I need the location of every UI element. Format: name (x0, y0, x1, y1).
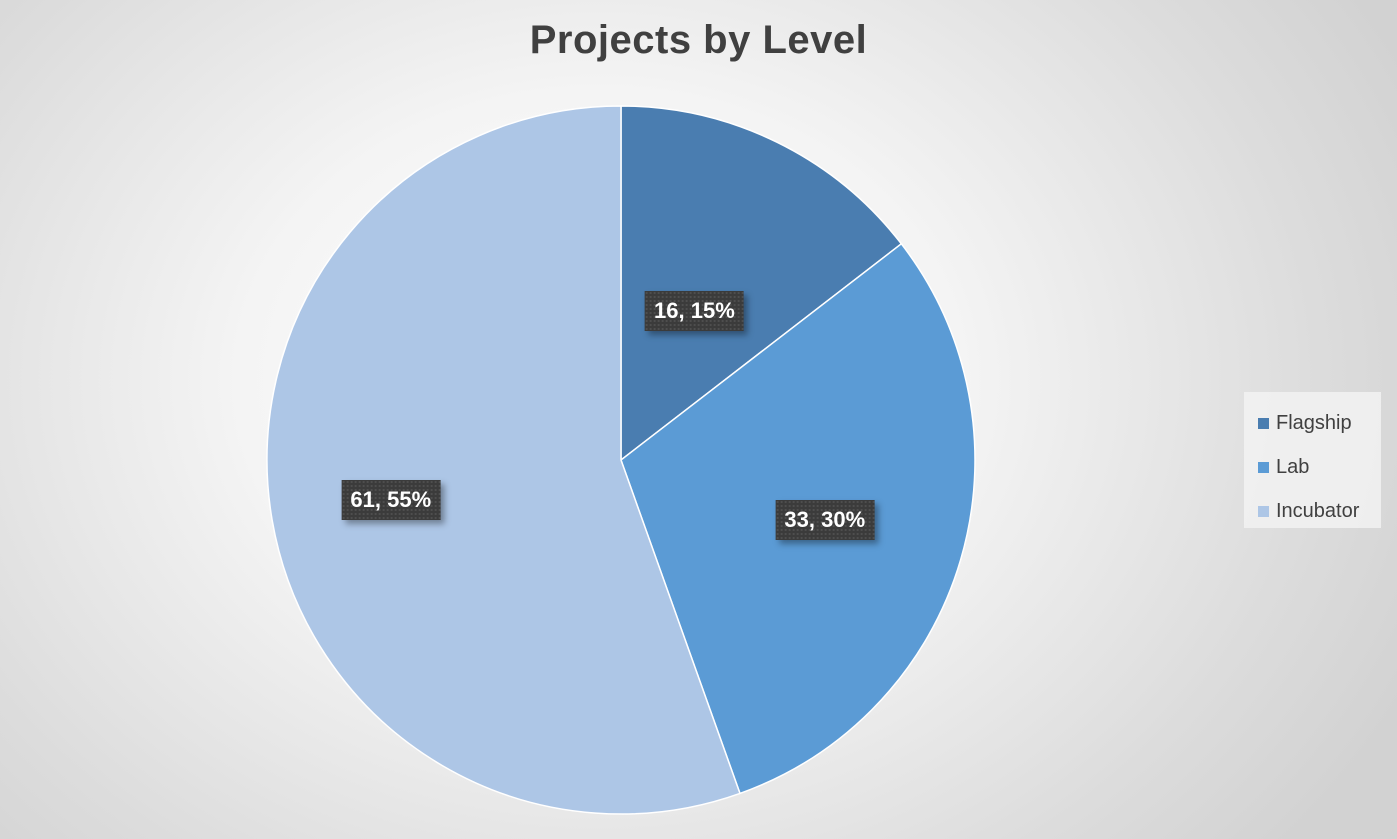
legend: Flagship Lab Incubator (1244, 392, 1381, 528)
data-label-flagship: 16, 15% (645, 290, 744, 331)
legend-item-incubator: Incubator (1258, 489, 1381, 534)
chart-title: Projects by Level (529, 18, 868, 62)
legend-swatch-lab (1258, 462, 1269, 473)
data-label-incubator: 61, 55% (341, 479, 441, 520)
legend-label-flagship: Flagship (1276, 412, 1352, 434)
pie-slice-incubator (266, 105, 741, 815)
pie-slice-flagship (620, 105, 903, 462)
legend-label-incubator: Incubator (1276, 500, 1360, 522)
legend-item-lab: Lab (1258, 445, 1381, 490)
legend-item-flagship: Flagship (1258, 401, 1381, 446)
legend-label-lab: Lab (1276, 456, 1310, 478)
data-label-lab: 33, 30% (775, 499, 875, 540)
legend-swatch-flagship (1258, 418, 1269, 429)
legend-swatch-incubator (1258, 506, 1269, 517)
